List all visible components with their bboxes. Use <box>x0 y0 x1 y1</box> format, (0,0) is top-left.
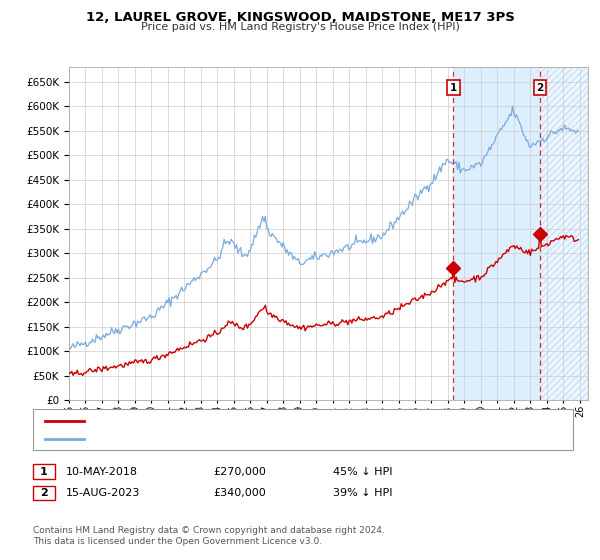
Text: 12, LAUREL GROVE, KINGSWOOD, MAIDSTONE, ME17 3PS: 12, LAUREL GROVE, KINGSWOOD, MAIDSTONE, … <box>86 11 514 24</box>
Text: 1: 1 <box>450 83 457 93</box>
Text: 2: 2 <box>536 83 544 93</box>
Text: 10-MAY-2018: 10-MAY-2018 <box>65 466 137 477</box>
Text: 45% ↓ HPI: 45% ↓ HPI <box>333 466 392 477</box>
Bar <box>540 67 588 400</box>
Text: 1: 1 <box>40 466 47 477</box>
Text: 39% ↓ HPI: 39% ↓ HPI <box>333 488 392 498</box>
Text: Price paid vs. HM Land Registry's House Price Index (HPI): Price paid vs. HM Land Registry's House … <box>140 22 460 32</box>
Text: 15-AUG-2023: 15-AUG-2023 <box>65 488 140 498</box>
Text: £270,000: £270,000 <box>213 466 266 477</box>
Text: HPI: Average price, detached house, Maidstone: HPI: Average price, detached house, Maid… <box>89 434 320 444</box>
Text: Contains HM Land Registry data © Crown copyright and database right 2024.
This d: Contains HM Land Registry data © Crown c… <box>33 526 385 546</box>
Text: £340,000: £340,000 <box>213 488 266 498</box>
Text: 12, LAUREL GROVE, KINGSWOOD, MAIDSTONE, ME17 3PS (detached house): 12, LAUREL GROVE, KINGSWOOD, MAIDSTONE, … <box>89 416 461 426</box>
Text: 2: 2 <box>40 488 47 498</box>
Bar <box>454 67 540 400</box>
